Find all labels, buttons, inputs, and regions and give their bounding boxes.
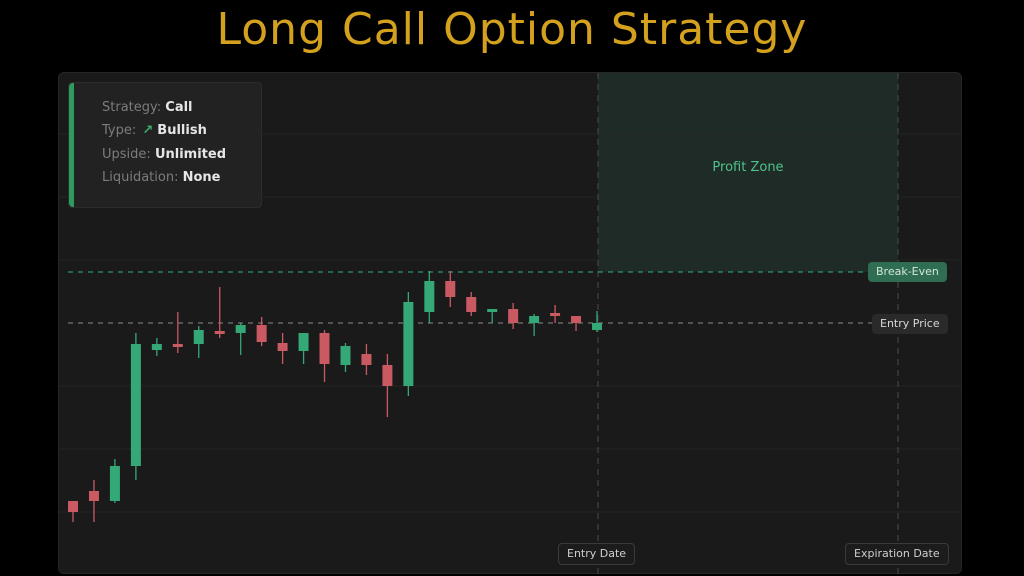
candle-body	[529, 316, 540, 323]
strategy-info-card: Strategy: Call Type: ↗ Bullish Upside: Un…	[68, 82, 262, 208]
liquidation-label: Liquidation:	[102, 170, 179, 185]
candle-body	[319, 333, 330, 364]
candle-body	[424, 281, 435, 312]
candle-body	[592, 323, 602, 330]
candle-body	[151, 344, 162, 350]
strategy-value: Call	[165, 100, 193, 115]
candle-body	[571, 316, 582, 323]
candle-body	[550, 313, 561, 316]
candle-body	[382, 365, 393, 386]
candle-body	[487, 309, 498, 312]
candle-body	[130, 344, 141, 466]
candle-body	[214, 331, 225, 334]
candle-body	[361, 354, 372, 365]
profit-zone	[598, 73, 898, 272]
upside-label: Upside:	[102, 147, 151, 162]
profit-zone-label: Profit Zone	[712, 160, 784, 175]
expiration-date-tag: Expiration Date	[845, 543, 949, 565]
candle-body	[340, 346, 351, 365]
type-row: Type: ↗ Bullish	[102, 123, 207, 138]
entry-date-tag: Entry Date	[558, 543, 636, 565]
candle-body	[88, 491, 99, 501]
candle-body	[235, 325, 246, 333]
candle-body	[68, 501, 78, 512]
candle-body	[508, 309, 519, 323]
entry-price-tag: Entry Price	[872, 314, 948, 334]
candle-body	[298, 333, 309, 351]
arrow-up-right-icon: ↗	[142, 123, 154, 138]
candle-body	[256, 325, 267, 342]
candle-body	[193, 330, 204, 344]
type-label: Type:	[102, 123, 137, 138]
candle-body	[277, 343, 288, 351]
strategy-label: Strategy:	[102, 100, 162, 115]
strategy-row: Strategy: Call	[102, 100, 193, 115]
page-title: Long Call Option Strategy	[216, 4, 808, 55]
type-value: Bullish	[157, 123, 207, 138]
candle-body	[466, 297, 477, 312]
candle-body	[172, 344, 183, 347]
accent-bar	[69, 83, 74, 207]
liquidation-row: Liquidation: None	[102, 170, 221, 185]
liquidation-value: None	[182, 170, 221, 185]
candle-body	[403, 302, 414, 386]
upside-value: Unlimited	[154, 147, 226, 162]
candle-body	[445, 281, 456, 297]
candle-body	[109, 466, 120, 501]
upside-row: Upside: Unlimited	[102, 147, 226, 162]
break-even-tag: Break-Even	[868, 262, 947, 282]
